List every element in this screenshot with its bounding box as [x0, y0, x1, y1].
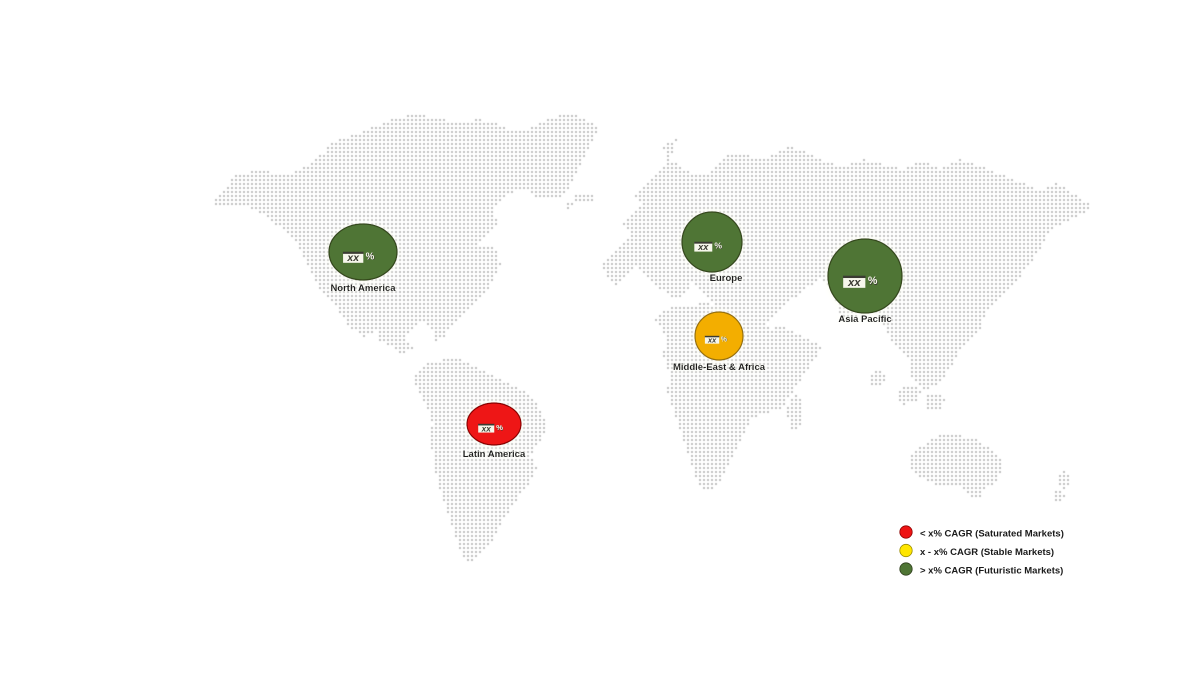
svg-text:x - x% CAGR (Stable Markets): x - x% CAGR (Stable Markets) [920, 547, 1054, 558]
svg-text:< x% CAGR (Saturated Markets): < x% CAGR (Saturated Markets) [920, 529, 1064, 540]
svg-text:Latin America: Latin America [463, 449, 526, 460]
svg-text:> x% CAGR (Futuristic Markets): > x% CAGR (Futuristic Markets) [920, 566, 1063, 577]
svg-text:Asia Pacific: Asia Pacific [838, 314, 891, 325]
svg-text:Europe: Europe [710, 273, 743, 284]
svg-text:North America: North America [330, 283, 396, 294]
svg-text:Middle-East & Africa: Middle-East & Africa [673, 362, 766, 373]
